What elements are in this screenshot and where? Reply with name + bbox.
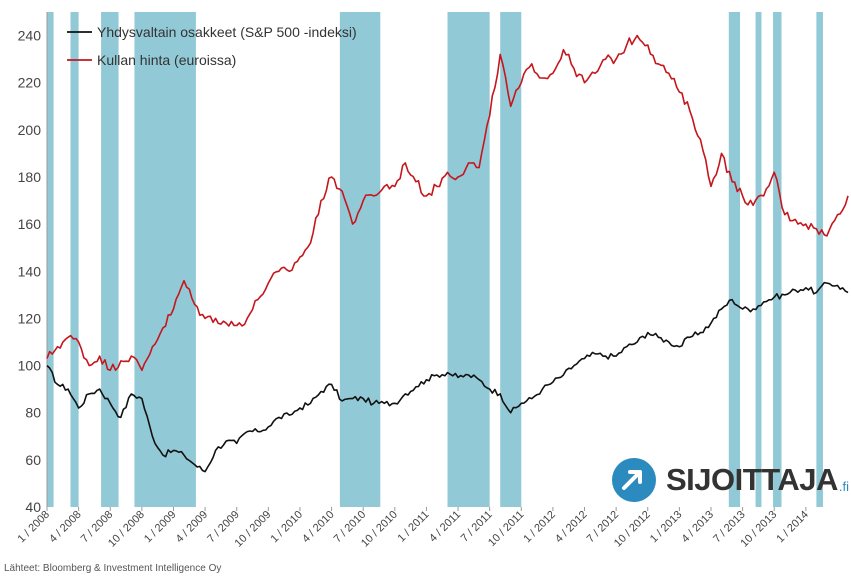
y-tick-label: 140: [18, 263, 42, 279]
x-tick-label: 1 / 2013: [648, 509, 685, 546]
shaded-band-4: [339, 12, 381, 507]
y-tick-label: 160: [18, 216, 42, 232]
shaded-band-7: [728, 12, 741, 507]
source-note: Lähteet: Bloomberg & Investment Intellig…: [4, 563, 222, 574]
series-line-1: [46, 34, 849, 372]
x-tick-label: 4 / 2010: [300, 509, 337, 546]
x-tick-label: 4 / 2011: [427, 509, 463, 545]
x-tick-label: 4 / 2009: [174, 509, 211, 546]
series-line-0: [46, 281, 849, 473]
x-tick-label: 1 / 2009: [142, 509, 179, 546]
y-axis-ticks: 40 60 80 100 120 140 160 180 200 220 240: [18, 28, 42, 515]
shaded-band-6: [500, 12, 522, 507]
x-tick-label: 1 / 2011: [396, 509, 432, 545]
x-tick-label: 1 / 2010: [268, 509, 305, 546]
shaded-band-0: [47, 12, 54, 507]
y-tick-label: 60: [25, 452, 41, 468]
y-tick-label: 220: [18, 75, 42, 91]
legend: Yhdysvaltain osakkeet (S&P 500 -indeksi)…: [67, 24, 357, 68]
shaded-band-1: [70, 12, 79, 507]
shaded-band-9: [773, 12, 782, 507]
logo-text: SIJOITTAJA: [666, 462, 838, 497]
shaded-bands: [47, 12, 823, 507]
logo-suffix: .fi: [838, 478, 849, 494]
logo-arrow-icon: [612, 458, 656, 502]
shaded-band-10: [816, 12, 823, 507]
y-tick-label: 100: [18, 358, 42, 374]
legend-label-0: Yhdysvaltain osakkeet (S&P 500 -indeksi): [97, 24, 357, 40]
x-tick-label: 1 / 2012: [521, 509, 558, 546]
x-tick-label: 1 / 2014: [774, 509, 811, 546]
x-tick-label: 4 / 2013: [680, 509, 717, 546]
y-tick-label: 240: [18, 28, 42, 44]
x-tick-label: 4 / 2012: [553, 509, 590, 546]
series-lines: [46, 34, 849, 473]
x-tick-label: 4 / 2008: [47, 509, 84, 546]
y-tick-label: 40: [25, 499, 41, 515]
legend-label-1: Kullan hinta (euroissa): [97, 52, 236, 68]
sijoittaja-logo: SIJOITTAJA .fi: [612, 458, 849, 502]
y-tick-label: 120: [18, 310, 42, 326]
shaded-band-8: [755, 12, 762, 507]
shaded-band-2: [101, 12, 119, 507]
shaded-band-5: [447, 12, 490, 507]
y-tick-label: 80: [25, 405, 41, 421]
y-tick-label: 200: [18, 122, 42, 138]
y-tick-label: 180: [18, 169, 42, 185]
shaded-band-3: [134, 12, 196, 507]
